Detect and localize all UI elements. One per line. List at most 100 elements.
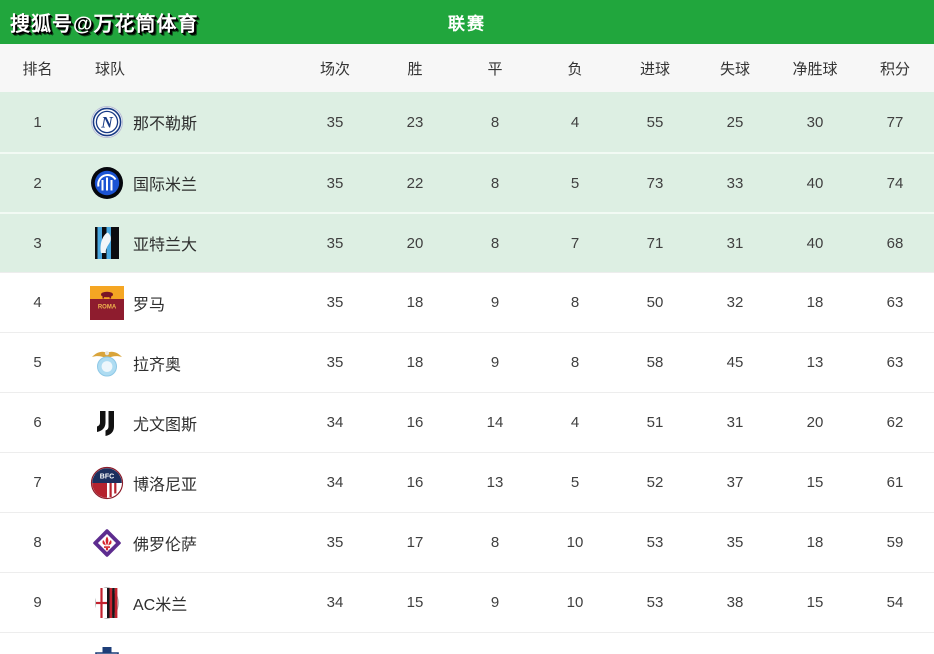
stat-cell: 59: [886, 534, 904, 551]
team-name: 尤文图斯: [133, 416, 198, 434]
stat-cell: 40: [806, 174, 824, 192]
table-row: 8 佛罗伦萨 35 17 8 10 53 35 18 59: [0, 512, 934, 572]
team-logo-bologna: BFC: [90, 466, 124, 499]
stat-cell: 22: [406, 174, 424, 192]
team-logo-fiorentina: [93, 528, 121, 557]
col-header-draws: 平: [487, 60, 503, 78]
team-cell: 拉齐奥: [75, 346, 295, 380]
team-cell: BFC 博洛尼亚: [75, 466, 295, 500]
stat-cell: 34: [326, 594, 344, 611]
stat-cell: 16: [406, 474, 424, 491]
team-cell: 国际米兰: [75, 166, 295, 200]
stat-cell: 10: [566, 594, 584, 611]
stat-cell: 54: [886, 594, 904, 611]
team-cell: [75, 646, 295, 654]
team-logo-team10: [95, 646, 119, 654]
stat-cell: 4: [570, 414, 580, 431]
stat-cell: 8: [490, 534, 500, 551]
team-logo-inter: [91, 167, 123, 199]
team-cell: 尤文图斯: [75, 406, 295, 440]
col-header-goals-for: 进球: [639, 60, 670, 78]
stat-cell: 8: [570, 354, 580, 371]
col-header-points: 积分: [879, 60, 910, 78]
svg-text:BFC: BFC: [100, 473, 114, 480]
stat-cell: 63: [886, 354, 904, 371]
table-row: 7 BFC 博洛尼亚 34 16 13 5 52 37 15 61: [0, 452, 934, 512]
stat-cell: 9: [490, 354, 500, 371]
col-header-goals-against: 失球: [719, 60, 750, 78]
stat-cell: 35: [326, 294, 344, 311]
stat-cell: 14: [486, 414, 504, 431]
stat-cell: 53: [646, 594, 664, 611]
table-row: 2 国际米兰 35 22 8 5 73 33 40 74: [0, 152, 934, 212]
rank-cell: 3: [33, 234, 42, 252]
stat-cell: 4: [570, 113, 580, 131]
stat-cell: 18: [406, 354, 424, 371]
team-cell: 佛罗伦萨: [75, 526, 295, 560]
stat-cell: 31: [726, 234, 744, 252]
stat-cell: 8: [490, 174, 500, 192]
team-logo-milan: [95, 586, 119, 619]
stat-cell: 30: [806, 113, 824, 131]
stat-cell: 10: [566, 534, 584, 551]
stat-cell: 45: [726, 354, 744, 371]
table-row: 9 AC米兰 34 15 9 10 53 38 15 54: [0, 572, 934, 632]
table-row: 5 拉齐奥 35 18 9 8 58 45 13 63: [0, 332, 934, 392]
rank-cell: 8: [33, 534, 42, 551]
stat-cell: 68: [886, 234, 904, 252]
team-cell: N 那不勒斯: [75, 105, 295, 139]
stat-cell: 55: [646, 113, 664, 131]
stat-cell: 35: [326, 113, 344, 131]
stat-cell: 18: [806, 534, 824, 551]
stat-cell: 50: [646, 294, 664, 311]
rank-cell: 9: [33, 594, 42, 611]
rank-cell: 2: [33, 174, 42, 192]
col-header-wins: 胜: [407, 60, 423, 78]
table-row: 6 尤文图斯 34 16 14 4 51 31 20 62: [0, 392, 934, 452]
team-name: 罗马: [133, 296, 166, 314]
team-logo-juventus: [97, 410, 114, 436]
stat-cell: 18: [406, 294, 424, 311]
table-row: 3 亚特兰大 35 20 8 7 71 31 40 68: [0, 212, 934, 272]
table-row: 1 N 那不勒斯 35 23 8 4 55 25 30 77: [0, 92, 934, 152]
stat-cell: 5: [570, 174, 580, 192]
stat-cell: 25: [726, 113, 744, 131]
stat-cell: 31: [726, 414, 744, 431]
stat-cell: 8: [490, 113, 500, 131]
stat-cell: 15: [406, 594, 424, 611]
col-header-rank: 排名: [22, 60, 53, 78]
team-logo-atalanta: [95, 227, 119, 259]
table-row-partial: [0, 632, 934, 654]
stat-cell: 5: [570, 474, 580, 491]
league-header-bar: 搜狐号@万花筒体育 联赛: [0, 0, 934, 44]
stat-cell: 9: [490, 594, 500, 611]
team-name: 拉齐奥: [133, 356, 182, 374]
table-row: 4 ROMA 罗马 35 18 9 8 50 32 18 63: [0, 272, 934, 332]
table-header-row: 排名 球队 场次 胜 平 负 进球 失球 净胜球 积分: [0, 44, 934, 92]
stat-cell: 37: [726, 474, 744, 491]
stat-cell: 35: [326, 234, 344, 252]
team-name: 博洛尼亚: [133, 476, 198, 494]
stat-cell: 61: [886, 474, 904, 491]
stat-cell: 58: [646, 354, 664, 371]
stat-cell: 40: [806, 234, 824, 252]
rank-cell: 7: [33, 474, 42, 491]
rank-cell: 5: [33, 354, 42, 371]
stat-cell: 33: [726, 174, 744, 192]
team-name: 亚特兰大: [133, 237, 198, 254]
stat-cell: 7: [570, 234, 580, 252]
svg-text:ROMA: ROMA: [98, 304, 117, 310]
stat-cell: 51: [646, 414, 664, 431]
stat-cell: 38: [726, 594, 744, 611]
stat-cell: 77: [886, 113, 904, 131]
stat-cell: 53: [646, 534, 664, 551]
stat-cell: 13: [486, 474, 504, 491]
stat-cell: 23: [406, 113, 424, 131]
team-cell: 亚特兰大: [75, 226, 295, 260]
stat-cell: 73: [646, 174, 664, 192]
stat-cell: 13: [806, 354, 824, 371]
watermark: 搜狐号@万花筒体育: [10, 13, 199, 36]
team-name: 佛罗伦萨: [133, 536, 198, 554]
rank-cell: 1: [33, 113, 42, 131]
stat-cell: 35: [726, 534, 744, 551]
